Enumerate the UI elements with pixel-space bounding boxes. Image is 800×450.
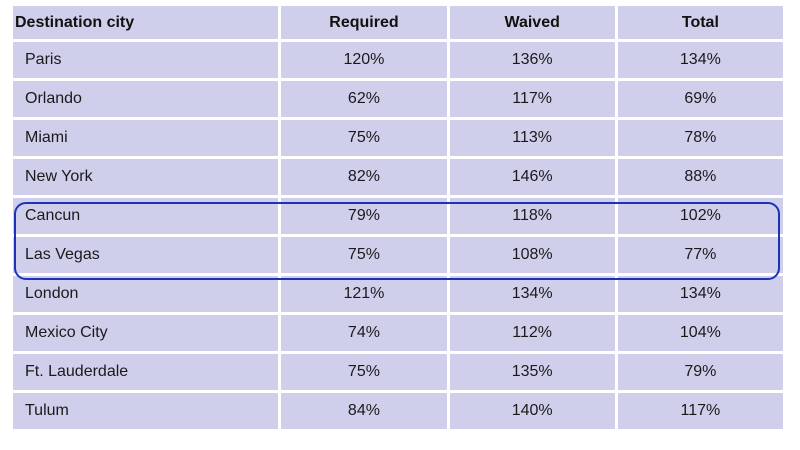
cell-required: 62% (281, 81, 447, 117)
cell-city: Las Vegas (13, 237, 279, 273)
cell-waived: 113% (449, 120, 615, 156)
column-header-destination-city: Destination city (13, 6, 279, 39)
cell-city: Mexico City (13, 315, 279, 351)
table-row: Mexico City 74% 112% 104% (13, 315, 783, 351)
cell-waived: 117% (449, 81, 615, 117)
table-header-row: Destination city Required Waived Total (13, 6, 783, 39)
cell-waived: 112% (449, 315, 615, 351)
cell-total: 134% (617, 42, 783, 78)
cell-total: 69% (617, 81, 783, 117)
cell-waived: 136% (449, 42, 615, 78)
cell-total: 88% (617, 159, 783, 195)
cell-waived: 118% (449, 198, 615, 234)
cell-city: Paris (13, 42, 279, 78)
cell-total: 79% (617, 354, 783, 390)
cell-required: 75% (281, 237, 447, 273)
cell-waived: 140% (449, 393, 615, 429)
cell-required: 82% (281, 159, 447, 195)
cell-waived: 134% (449, 276, 615, 312)
cell-waived: 135% (449, 354, 615, 390)
destination-table: Destination city Required Waived Total P… (10, 3, 786, 432)
cell-total: 78% (617, 120, 783, 156)
cell-city: New York (13, 159, 279, 195)
table-row-highlighted: Cancun 79% 118% 102% (13, 198, 783, 234)
table-row: Paris 120% 136% 134% (13, 42, 783, 78)
cell-city: Tulum (13, 393, 279, 429)
cell-required: 120% (281, 42, 447, 78)
column-header-waived: Waived (449, 6, 615, 39)
cell-total: 102% (617, 198, 783, 234)
destination-table-container: Destination city Required Waived Total P… (13, 6, 783, 432)
cell-city: London (13, 276, 279, 312)
cell-city: Miami (13, 120, 279, 156)
cell-city: Ft. Lauderdale (13, 354, 279, 390)
table-row: London 121% 134% 134% (13, 276, 783, 312)
cell-city: Orlando (13, 81, 279, 117)
table-row: Tulum 84% 140% 117% (13, 393, 783, 429)
cell-required: 84% (281, 393, 447, 429)
cell-total: 117% (617, 393, 783, 429)
cell-required: 79% (281, 198, 447, 234)
cell-city: Cancun (13, 198, 279, 234)
cell-waived: 146% (449, 159, 615, 195)
cell-required: 121% (281, 276, 447, 312)
table-row: Orlando 62% 117% 69% (13, 81, 783, 117)
cell-total: 134% (617, 276, 783, 312)
table-row: New York 82% 146% 88% (13, 159, 783, 195)
cell-required: 74% (281, 315, 447, 351)
table-row: Miami 75% 113% 78% (13, 120, 783, 156)
cell-total: 104% (617, 315, 783, 351)
cell-total: 77% (617, 237, 783, 273)
column-header-total: Total (617, 6, 783, 39)
table-row-highlighted: Las Vegas 75% 108% 77% (13, 237, 783, 273)
cell-waived: 108% (449, 237, 615, 273)
cell-required: 75% (281, 120, 447, 156)
column-header-required: Required (281, 6, 447, 39)
table-row: Ft. Lauderdale 75% 135% 79% (13, 354, 783, 390)
cell-required: 75% (281, 354, 447, 390)
